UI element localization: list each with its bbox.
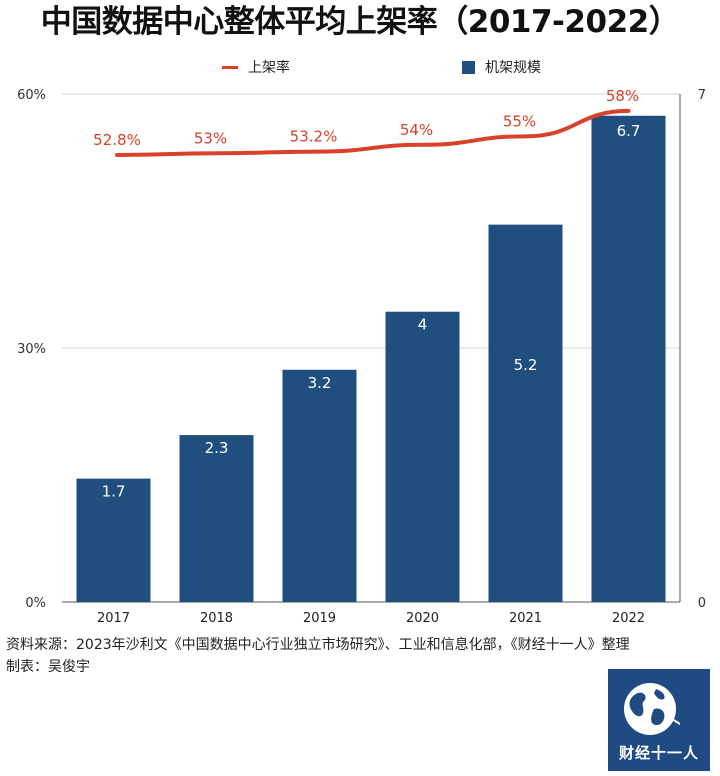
y-left-tick-1: 30% (17, 342, 46, 357)
legend-bar-swatch (462, 60, 475, 74)
rate-label-2018: 53% (194, 129, 227, 147)
source-note: 资料来源：2023年沙利文《中国数据中心行业独立市场研究》、工业和信息化部，《财… (6, 637, 630, 653)
bar-2018 (179, 435, 254, 602)
legend-item-line: 上架率 (222, 56, 290, 78)
bar-2021 (488, 224, 563, 602)
x-tick-2020: 2020 (406, 611, 439, 626)
maker-note: 制表：吴俊宇 (6, 659, 90, 675)
bar-label-2021: 5.2 (514, 356, 538, 374)
y-left-tick-2: 60% (17, 88, 46, 103)
rate-label-2017: 52.8% (93, 131, 141, 149)
rate-label-2022: 58% (606, 87, 639, 105)
x-tick-2018: 2018 (200, 611, 233, 626)
rate-label-2019: 53.2% (290, 128, 338, 146)
y-right-tick-1: 7 (698, 88, 706, 103)
bar-2017 (76, 478, 151, 602)
rate-label-2020: 54% (400, 121, 433, 139)
bar-label-2020: 4 (418, 316, 428, 334)
brand-badge: 财经十一人 (608, 669, 710, 771)
x-tick-2022: 2022 (612, 611, 645, 626)
y-left-tick-0: 0% (25, 596, 46, 611)
x-tick-2017: 2017 (97, 611, 130, 626)
legend-item-bar: 机架规模 (462, 56, 541, 78)
bar-2019 (282, 369, 357, 602)
legend-line-swatch (222, 65, 238, 69)
x-tick-2021: 2021 (509, 611, 542, 626)
legend-label-rate: 上架率 (248, 60, 290, 76)
chart-plot: 0% 30% 60% 0 7 1.7 2.3 3.2 4 5.2 6.7 52.8% 53% 53.2% 5… (17, 87, 706, 626)
bar-2022 (591, 115, 666, 603)
legend-label-racks: 机架规模 (485, 60, 541, 76)
bar-label-2022: 6.7 (617, 122, 641, 140)
legend: 上架率 机架规模 (0, 56, 720, 78)
chart-title: 中国数据中心整体平均上架率（2017-2022） (40, 4, 680, 40)
globe-icon (624, 683, 680, 735)
y-right-tick-0: 0 (698, 596, 706, 611)
bar-2020 (385, 311, 460, 602)
bar-label-2018: 2.3 (205, 439, 229, 457)
bar-label-2019: 3.2 (308, 374, 332, 392)
badge-label: 财经十一人 (618, 744, 699, 762)
rate-line (115, 108, 631, 157)
x-tick-2019: 2019 (303, 611, 336, 626)
rate-label-2021: 55% (503, 112, 536, 130)
bar-label-2017: 1.7 (102, 483, 126, 501)
